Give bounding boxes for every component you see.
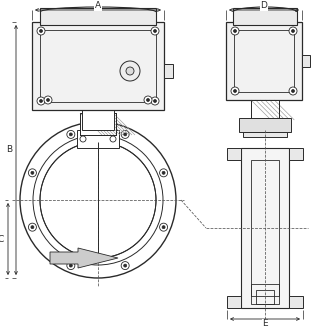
Bar [40,30,156,102]
Bar [302,55,310,67]
Circle shape [231,87,239,95]
Bar [289,148,303,160]
Circle shape [33,135,163,265]
Circle shape [29,169,36,177]
Circle shape [121,130,129,139]
Bar [243,132,287,137]
Circle shape [231,27,239,35]
Text: E: E [262,319,268,328]
Polygon shape [98,142,156,258]
Bar [251,100,279,120]
Circle shape [110,136,116,142]
Bar [164,64,173,78]
Bar [77,130,119,148]
Bar [251,100,279,120]
Circle shape [120,61,140,81]
Circle shape [124,133,127,136]
Circle shape [154,30,156,33]
Circle shape [37,27,45,35]
Bar [289,296,303,308]
Bar [239,118,291,132]
Circle shape [151,27,159,35]
Text: C: C [0,235,4,243]
Circle shape [144,96,152,104]
Polygon shape [50,248,118,268]
Circle shape [124,264,127,267]
Circle shape [29,223,36,231]
Bar [256,290,274,304]
Circle shape [31,226,34,229]
Bar [241,148,289,308]
Bar [80,113,116,135]
Circle shape [162,171,165,174]
Circle shape [40,142,156,258]
Bar [233,8,297,25]
Bar [227,148,241,160]
Circle shape [67,130,75,139]
Bar [76,102,120,110]
Circle shape [160,223,168,231]
Bar [82,110,114,130]
Bar [251,284,279,304]
Circle shape [20,122,176,278]
Polygon shape [40,142,98,258]
Circle shape [69,133,72,136]
Circle shape [40,99,42,103]
Circle shape [126,67,134,75]
Circle shape [292,89,295,92]
Bar [226,22,302,100]
Circle shape [44,96,52,104]
Circle shape [37,97,45,105]
Circle shape [67,262,75,269]
Circle shape [47,98,50,102]
Circle shape [234,89,237,92]
Circle shape [31,171,34,174]
Circle shape [292,30,295,33]
Text: D: D [260,2,267,11]
Bar [40,8,156,25]
Circle shape [146,98,149,102]
Circle shape [234,30,237,33]
Bar [251,160,279,296]
Circle shape [160,169,168,177]
Bar [80,113,116,135]
Text: A: A [95,2,101,11]
Circle shape [289,27,297,35]
Bar [32,22,164,110]
Bar [234,30,294,92]
Circle shape [40,30,42,33]
Text: B: B [6,145,12,155]
Circle shape [80,136,86,142]
Circle shape [69,264,72,267]
Circle shape [289,87,297,95]
Circle shape [154,99,156,103]
Bar [227,296,241,308]
Circle shape [162,226,165,229]
Circle shape [121,262,129,269]
Circle shape [151,97,159,105]
